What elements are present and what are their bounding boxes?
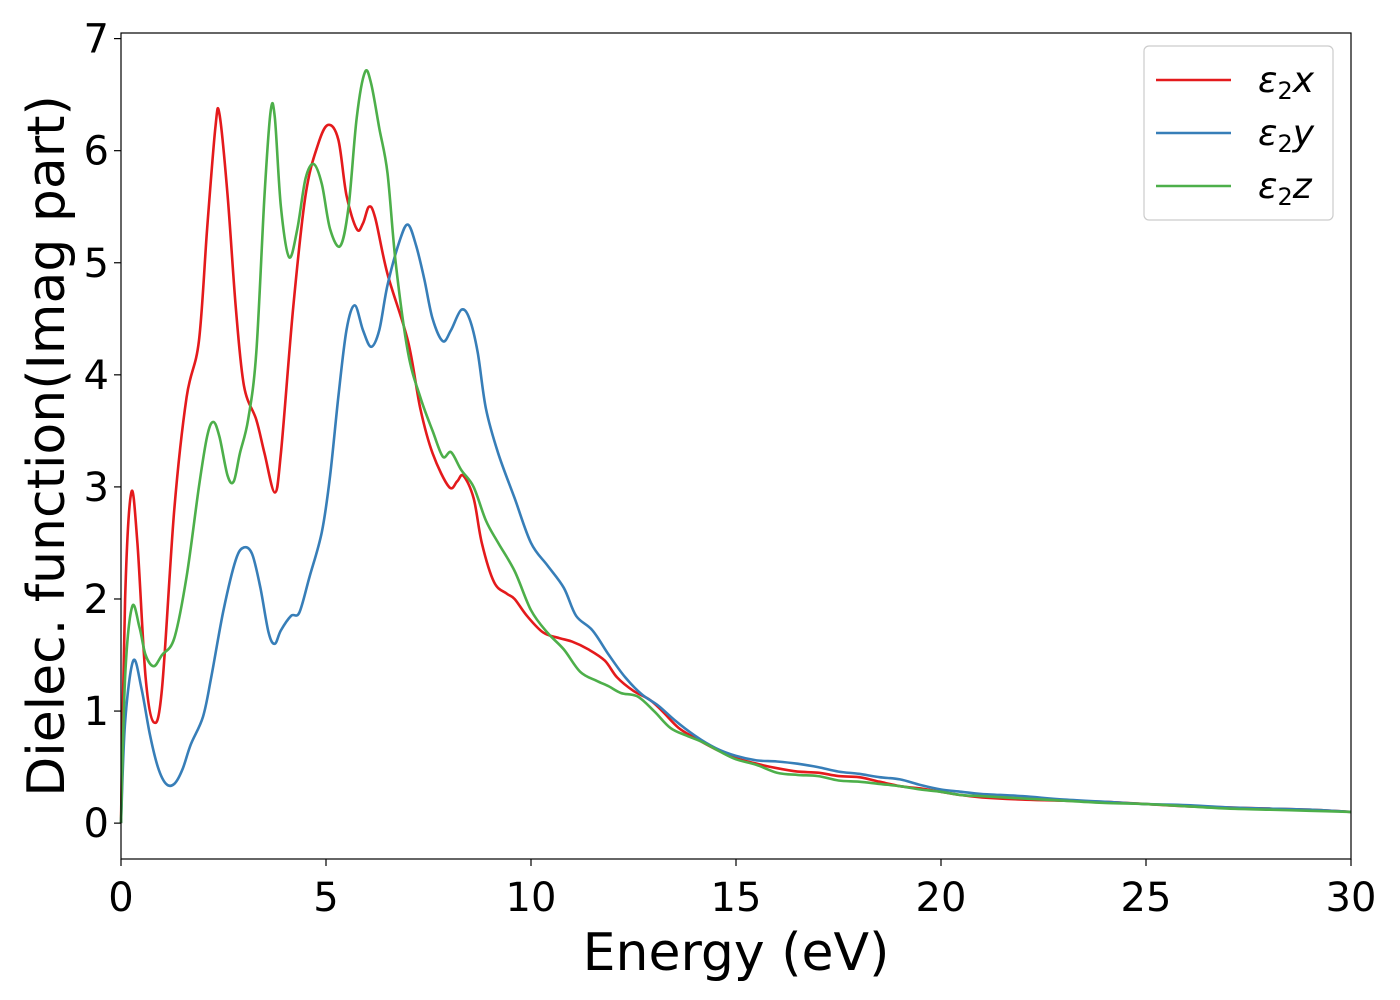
- legend: ε2x ε2y ε2z: [1143, 45, 1334, 221]
- x-tick-label: 10: [506, 875, 557, 921]
- y-tick-label: 3: [84, 465, 109, 511]
- legend-label-y: ε2y: [1258, 113, 1315, 158]
- x-tick-label: 20: [916, 875, 967, 921]
- y-tick-label: 2: [84, 577, 109, 623]
- series-line-z: [119, 68, 1352, 824]
- series-layer: [119, 68, 1352, 824]
- x-tick-label: 30: [1326, 875, 1377, 921]
- legend-box: [1143, 45, 1334, 221]
- y-tick-label: 7: [84, 17, 109, 63]
- x-tick-label: 25: [1121, 875, 1172, 921]
- x-tick-label: 5: [313, 875, 338, 921]
- y-tick-label: 4: [84, 353, 109, 399]
- x-tick-label: 0: [108, 875, 133, 921]
- y-tick-label: 0: [84, 801, 109, 847]
- series-line-y: [119, 223, 1352, 824]
- y-tick-label: 6: [84, 129, 109, 175]
- legend-label-z: ε2z: [1258, 166, 1313, 211]
- y-tick-label: 1: [84, 689, 109, 735]
- legend-label-x: ε2x: [1258, 60, 1315, 105]
- axis-ticks: 0 5 10 15 20 25 30 0 1 2 3 4 5 6 7: [84, 17, 1377, 921]
- x-tick-label: 15: [711, 875, 762, 921]
- y-axis-label: Dielec. function(Imag part): [17, 95, 77, 797]
- x-axis-label: Energy (eV): [583, 923, 890, 983]
- y-tick-label: 5: [84, 241, 109, 287]
